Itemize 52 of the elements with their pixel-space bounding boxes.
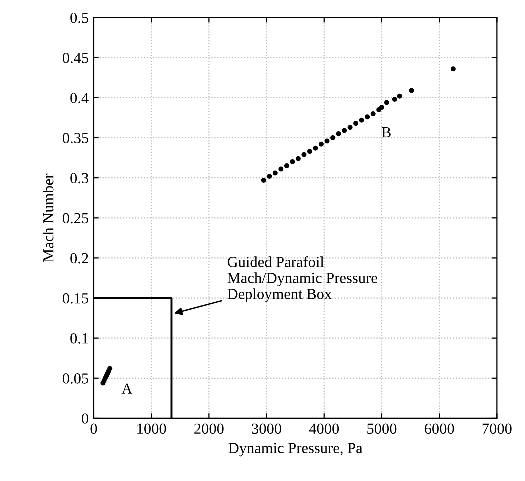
point [267, 174, 272, 179]
point [296, 156, 301, 162]
x-tick-label: 2000 [194, 424, 224, 434]
point [324, 138, 330, 144]
point [365, 114, 370, 120]
y-axis-title: Mach Number [42, 174, 54, 262]
y-tick-label: 0.2 [70, 253, 88, 264]
x-tick-label: 3000 [252, 424, 282, 434]
point [450, 66, 456, 72]
point [409, 88, 414, 94]
point [330, 136, 336, 140]
y-tick-label: 0.35 [62, 133, 89, 144]
point [307, 149, 312, 154]
y-tick-label: 0.4 [70, 93, 89, 104]
series-label: A [122, 384, 133, 394]
point [359, 118, 364, 123]
point [313, 146, 318, 151]
point [272, 170, 278, 176]
series-label: B [382, 128, 391, 138]
y-tick-label: 0.05 [62, 374, 89, 384]
point [370, 111, 376, 116]
point [397, 94, 402, 99]
point [284, 164, 290, 169]
x-tick-label: 1000 [138, 424, 166, 434]
point [342, 128, 348, 134]
y-tick-label: 0.25 [62, 213, 89, 224]
y-tick-label: 0.1 [70, 333, 88, 344]
point [108, 366, 113, 372]
point [336, 131, 342, 136]
x-tick-label: 5000 [368, 424, 397, 434]
point [290, 160, 296, 165]
x-tick-label: 7000 [482, 424, 512, 434]
y-tick-label: 0.5 [70, 12, 89, 24]
point [354, 121, 359, 126]
point [278, 166, 284, 172]
x-axis-title: Dynamic Pressure, Pa [228, 443, 363, 457]
point [302, 152, 307, 158]
point [318, 142, 324, 147]
annotation: Guided Parafoil Mach/Dynamic Pressure Deployment Box [228, 256, 378, 303]
y-tick-label: 0.15 [62, 293, 89, 304]
x-tick-label: 0 [90, 424, 98, 434]
y-tick-label: 0.45 [62, 53, 89, 64]
point [261, 178, 266, 183]
y-tick-label: 0.3 [70, 173, 89, 184]
y-tick-label: 0 [82, 414, 89, 424]
point [384, 100, 390, 106]
x-tick-label: 4000 [309, 424, 340, 434]
point [379, 105, 384, 110]
x-tick-label: 6000 [424, 424, 454, 434]
point [376, 107, 382, 112]
point [392, 97, 398, 102]
point [348, 125, 353, 130]
